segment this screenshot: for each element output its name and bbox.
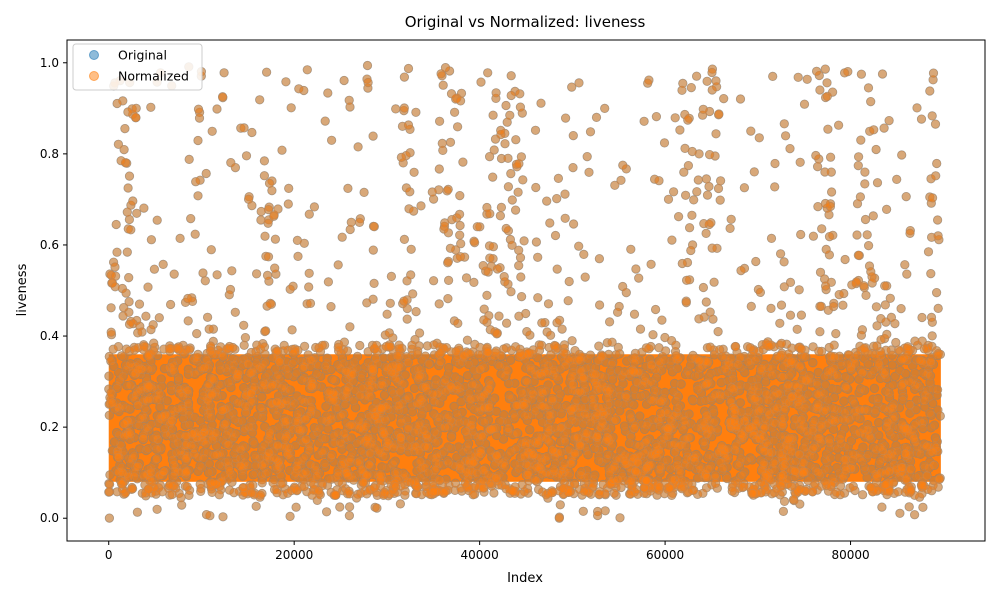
data-point [146, 102, 156, 112]
data-point [550, 230, 561, 241]
chart-title: Original vs Normalized: liveness [405, 13, 646, 31]
data-point [648, 330, 658, 340]
data-point [514, 260, 524, 271]
data-point [579, 249, 589, 259]
series-normalized [104, 60, 946, 523]
data-point [877, 502, 887, 512]
data-point [552, 264, 562, 274]
data-point [417, 410, 427, 420]
data-point [802, 74, 812, 84]
data-point [584, 167, 594, 177]
data-point [344, 510, 354, 521]
data-point [553, 173, 564, 183]
data-point [902, 269, 912, 279]
data-point [449, 107, 460, 117]
data-point [204, 324, 214, 334]
data-point [775, 318, 785, 328]
data-point [675, 125, 685, 135]
data-point [158, 259, 168, 269]
data-point [260, 231, 270, 241]
data-point [770, 158, 780, 169]
data-point [443, 293, 453, 304]
data-point [302, 65, 312, 75]
data-point [201, 168, 211, 179]
data-point [476, 77, 486, 87]
data-point [568, 131, 578, 141]
data-point [932, 215, 943, 225]
points-layer [104, 60, 946, 523]
data-point [746, 126, 756, 136]
data-point [853, 250, 864, 260]
data-point [860, 214, 871, 225]
data-point [615, 513, 625, 523]
data-point [754, 133, 764, 143]
data-point [650, 304, 661, 315]
data-point [206, 245, 216, 255]
data-point [866, 97, 876, 107]
data-point [111, 219, 121, 230]
data-point [291, 502, 301, 512]
data-point [670, 113, 680, 123]
data-point [488, 110, 498, 120]
data-point [190, 229, 200, 239]
data-point [568, 163, 578, 173]
data-point [434, 164, 444, 174]
data-point [434, 116, 445, 126]
data-point [355, 340, 365, 351]
data-point [403, 63, 414, 74]
data-point [715, 176, 726, 186]
data-point [525, 425, 535, 435]
data-point [132, 507, 142, 517]
data-point [533, 293, 543, 303]
data-point [218, 512, 228, 522]
data-point [411, 107, 421, 117]
data-point [719, 94, 729, 104]
data-point [343, 183, 353, 193]
data-point [408, 289, 418, 299]
data-point [391, 104, 401, 114]
data-point [852, 230, 862, 240]
data-point [932, 158, 942, 169]
data-point [820, 64, 830, 74]
data-point [904, 502, 914, 512]
data-point [871, 144, 881, 155]
data-point [482, 290, 492, 300]
data-point [368, 245, 378, 255]
data-point [503, 182, 513, 192]
data-point [838, 300, 848, 310]
data-point [259, 156, 269, 166]
data-point [323, 277, 333, 287]
data-point [673, 212, 684, 222]
data-point [687, 210, 697, 220]
data-point [321, 507, 332, 517]
data-point [194, 113, 205, 123]
data-point [779, 496, 790, 506]
data-point [543, 299, 554, 309]
data-point [462, 335, 472, 345]
data-point [701, 174, 712, 184]
data-point [631, 264, 641, 274]
data-point [501, 100, 511, 111]
data-point [286, 103, 296, 113]
data-point [204, 468, 214, 478]
data-point [193, 104, 204, 114]
data-point [704, 181, 714, 192]
data-point [186, 214, 196, 224]
data-point [881, 204, 892, 214]
data-point [536, 98, 546, 108]
data-point [901, 192, 911, 202]
data-point [283, 199, 293, 209]
data-point [872, 321, 882, 331]
data-point [693, 175, 703, 185]
data-point [345, 322, 355, 332]
